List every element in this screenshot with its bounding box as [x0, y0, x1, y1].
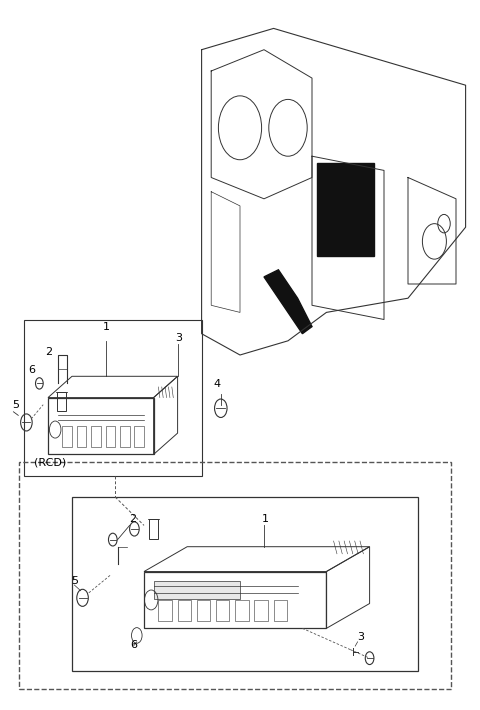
Bar [134, 426, 144, 447]
Polygon shape [264, 270, 312, 334]
Text: 3: 3 [175, 333, 182, 343]
Text: (RCD): (RCD) [34, 457, 66, 467]
Bar [254, 600, 268, 621]
Bar [274, 600, 287, 621]
Text: 1: 1 [262, 514, 269, 524]
Bar [57, 392, 66, 410]
Bar [24, 320, 202, 476]
Bar [91, 426, 101, 447]
Text: 4: 4 [214, 379, 221, 389]
Bar [149, 520, 158, 538]
Text: 2: 2 [46, 347, 53, 357]
Text: 6: 6 [131, 640, 138, 650]
Bar [235, 600, 249, 621]
Text: 1: 1 [103, 322, 110, 332]
Bar [77, 426, 86, 447]
Text: 5: 5 [12, 400, 19, 410]
Bar [72, 497, 418, 671]
Bar [106, 426, 115, 447]
Text: 3: 3 [358, 632, 365, 642]
Text: 6: 6 [28, 365, 35, 375]
Bar [19, 462, 451, 689]
Bar [317, 163, 374, 256]
Bar [197, 600, 210, 621]
Bar [178, 600, 191, 621]
Text: 2: 2 [130, 514, 137, 524]
Bar [120, 426, 130, 447]
Bar [154, 581, 240, 599]
Bar [216, 600, 229, 621]
Text: 5: 5 [71, 576, 78, 586]
Bar [62, 426, 72, 447]
Bar [158, 600, 172, 621]
